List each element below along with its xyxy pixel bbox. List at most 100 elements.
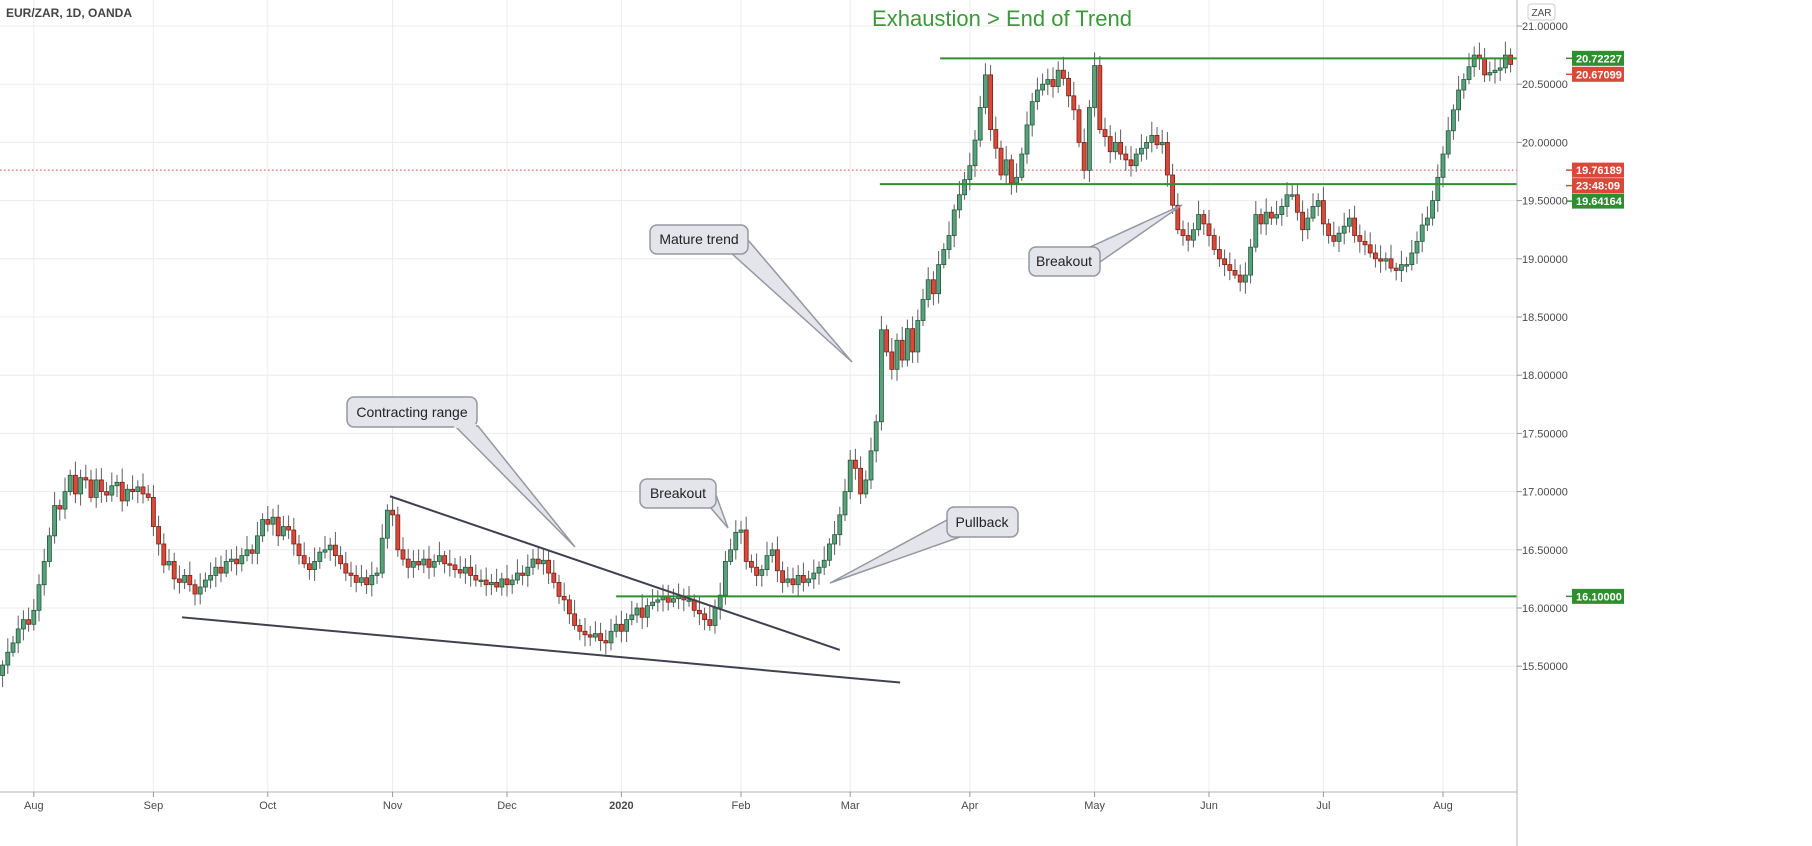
candle-body-up — [671, 598, 676, 603]
last-price-label-text: 20.67099 — [1576, 69, 1622, 81]
candle — [650, 589, 655, 610]
candle — [515, 559, 520, 585]
candle-body-down — [83, 477, 89, 481]
candle-body-up — [1024, 124, 1030, 155]
candle-body-down — [1217, 249, 1222, 260]
candle-body-up — [1425, 217, 1430, 226]
candle-body-up — [650, 601, 655, 607]
candle-body-down — [364, 577, 370, 586]
candle — [733, 520, 739, 560]
candle-body-up — [478, 579, 484, 582]
candle-body-up — [15, 628, 21, 644]
candle — [842, 478, 848, 521]
candle-body-up — [847, 459, 853, 492]
callout-breakout-2[interactable]: Breakout — [1028, 204, 1183, 277]
candle — [936, 251, 941, 304]
candle — [1440, 146, 1446, 188]
candle-body-down — [265, 519, 271, 525]
candle-body-up — [920, 299, 926, 321]
candle-body-up — [1133, 153, 1139, 167]
callouts[interactable]: Contracting range Mature trend Breakout … — [346, 204, 1183, 584]
trendlines[interactable] — [181, 495, 901, 684]
candle — [1066, 71, 1071, 108]
candle-body-down — [1097, 65, 1103, 130]
candle-body-up — [36, 584, 42, 611]
candle-body-up — [925, 279, 931, 300]
candle-body-up — [795, 575, 801, 586]
candle-body-up — [223, 561, 229, 574]
candle — [52, 491, 57, 544]
time-axis[interactable]: Aug Sep Oct Nov Dec 2020 Feb Mar Apr May Jun Jul Aug — [24, 792, 1453, 812]
candle — [671, 588, 676, 608]
currency-badge[interactable]: ZAR — [1527, 3, 1556, 21]
callout-contracting-range[interactable]: Contracting range — [346, 396, 576, 548]
x-tick-label: Sep — [144, 800, 164, 812]
y-tick-label: 17.00000 — [1522, 487, 1568, 499]
level-lines[interactable] — [616, 57, 1517, 598]
candle — [868, 437, 874, 489]
candle — [1102, 117, 1108, 147]
price-axis[interactable]: 15.50000 16.00000 16.50000 17.00000 17.50000… — [1517, 21, 1568, 673]
callout-mature-trend[interactable]: Mature trend — [649, 224, 853, 363]
candle-body-up — [941, 249, 947, 266]
x-tick-label: Feb — [732, 800, 751, 812]
candle — [1373, 244, 1378, 268]
candle — [166, 548, 172, 571]
candle-body-up — [1191, 229, 1196, 241]
candle — [785, 566, 791, 588]
candle — [483, 567, 489, 597]
candle — [1165, 131, 1170, 187]
candle — [1367, 232, 1373, 258]
callout-pullback[interactable]: Pullback — [829, 506, 1019, 584]
candle-body-up — [525, 566, 531, 576]
candle-body-up — [515, 572, 520, 581]
candle-body-up — [863, 479, 869, 495]
candle-body-down — [275, 516, 281, 537]
candle-body-up — [228, 558, 234, 562]
candle — [78, 469, 83, 506]
trendline[interactable] — [181, 616, 901, 684]
candle-body-down — [1258, 214, 1264, 225]
candle-body-up — [421, 558, 427, 566]
candle — [10, 635, 16, 657]
candle — [738, 520, 744, 544]
candle — [322, 535, 328, 559]
candle — [712, 599, 718, 634]
candle — [1347, 209, 1352, 233]
candle-body-down — [697, 609, 702, 615]
candle — [769, 542, 775, 563]
candle — [577, 618, 583, 641]
candle-body-up — [712, 607, 718, 626]
candle — [1128, 146, 1134, 177]
candle — [374, 567, 380, 584]
callout-breakout-1[interactable]: Breakout — [639, 478, 729, 529]
candle-body-up — [1466, 66, 1472, 80]
candle-body-up — [1492, 69, 1498, 73]
candle-body-down — [296, 543, 302, 557]
candle-body-up — [1336, 232, 1342, 242]
candle — [1050, 67, 1056, 98]
candle — [728, 538, 733, 566]
candle — [1284, 181, 1290, 217]
candle — [1430, 190, 1435, 226]
candle-body-up — [1243, 274, 1248, 283]
candle-body-up — [1284, 194, 1290, 207]
candle-body-down — [707, 619, 713, 626]
candle-body-up — [213, 566, 219, 576]
candle-body-down — [457, 569, 463, 574]
candle-body-down — [899, 339, 905, 361]
candle-body-down — [1508, 54, 1513, 65]
candle — [426, 545, 432, 579]
candle-body-down — [1061, 69, 1066, 79]
trendline[interactable] — [389, 495, 841, 651]
candle — [1487, 61, 1493, 82]
candle — [145, 485, 151, 501]
candle — [1295, 183, 1300, 221]
candle — [801, 562, 806, 592]
candle-body-up — [1430, 200, 1435, 219]
candle-body-up — [733, 531, 739, 551]
candle — [1362, 230, 1368, 256]
candle — [1113, 132, 1118, 160]
candle-body-up — [946, 235, 952, 250]
